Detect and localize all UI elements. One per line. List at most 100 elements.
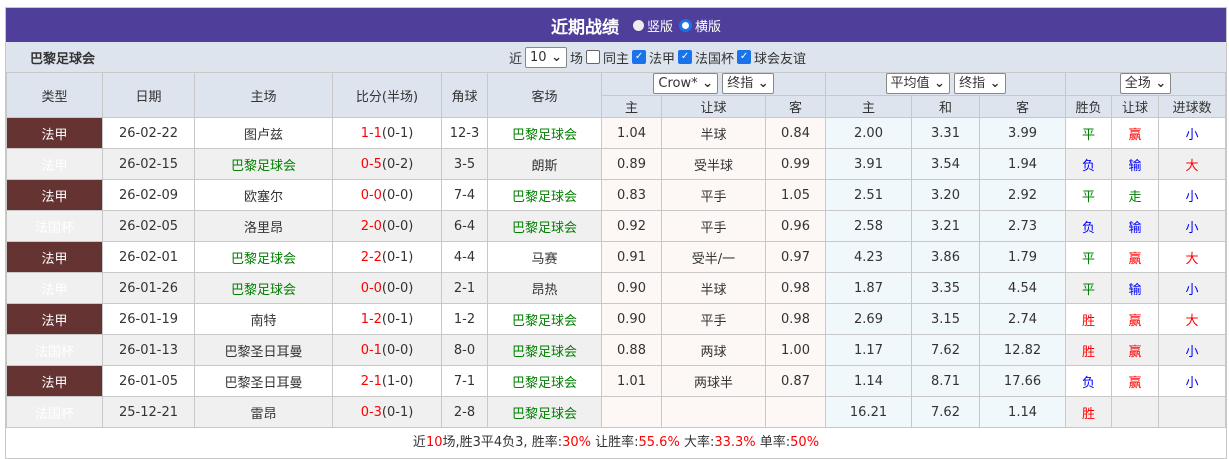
corners: 2-1 [441, 272, 488, 304]
ah-away-odds: 1.05 [764, 179, 827, 211]
horizontal-view-label[interactable]: 横版 [695, 19, 722, 35]
corners: 12-3 [441, 117, 488, 149]
col-ah-result: 让球 [1111, 94, 1160, 118]
full-time-score: 0-0 [360, 280, 382, 296]
eu-draw-odds: 8.71 [911, 365, 981, 397]
eu-away-odds: 12.82 [979, 334, 1067, 366]
goals-result: 大 [1158, 241, 1226, 273]
goals-result: 小 [1158, 365, 1226, 397]
match-row: 法甲 26-01-26 巴黎足球会 0-0(0-0) 2-1 昂热 0.90 半球 0.98 1.… [6, 272, 1226, 304]
eu-draw-odds: 3.31 [911, 117, 981, 149]
goals-result: 小 [1158, 179, 1226, 211]
ah-home-odds [601, 396, 662, 428]
average-select[interactable]: 平均值 [885, 73, 950, 95]
col-score: 比分(半场) [332, 72, 442, 118]
vertical-view-label[interactable]: 竖版 [646, 19, 673, 35]
match-date: 26-01-05 [102, 365, 195, 397]
match-type: 法甲 [6, 241, 103, 273]
wdl-result: 胜 [1065, 303, 1113, 335]
col-date: 日期 [102, 72, 195, 118]
full-time-score: 2-0 [360, 218, 382, 234]
match-type: 法甲 [6, 303, 103, 335]
col-eu-away: 客 [979, 94, 1067, 118]
goals-result: 大 [1158, 148, 1226, 180]
ah-away-odds: 0.98 [764, 272, 827, 304]
ah-line [661, 396, 766, 428]
eu-away-odds: 2.73 [979, 210, 1067, 242]
corners: 3-5 [441, 148, 488, 180]
match-date: 25-12-21 [102, 396, 195, 428]
match-row: 法甲 26-02-15 巴黎足球会 0-5(0-2) 3-5 朗斯 0.89 受半球 0.99 3… [6, 148, 1226, 180]
wdl-result: 胜 [1065, 396, 1113, 428]
match-date: 26-02-01 [102, 241, 195, 273]
goals-result: 小 [1158, 117, 1226, 149]
ah-away-odds: 0.98 [764, 303, 827, 335]
ah-line: 平手 [661, 210, 766, 242]
eu-away-odds: 1.94 [979, 148, 1067, 180]
summary-text: 大率: [679, 435, 715, 450]
half-time-score: (0-1) [381, 249, 414, 265]
half-time-score: (0-0) [381, 280, 414, 296]
wdl-result: 负 [1065, 365, 1113, 397]
ah-result: 赢 [1111, 365, 1160, 397]
full-time-score: 0-5 [360, 156, 382, 172]
eu-odds-type-select[interactable]: 终指 [954, 73, 1006, 95]
horizontal-view-radio[interactable] [679, 18, 692, 32]
wdl-result: 负 [1065, 210, 1113, 242]
eu-away-odds: 2.74 [979, 303, 1067, 335]
ah-result [1111, 396, 1160, 428]
home-team: 欧塞尔 [194, 179, 333, 211]
match-date: 26-01-19 [102, 303, 195, 335]
ah-away-odds: 0.97 [764, 241, 827, 273]
eu-home-odds: 2.51 [825, 179, 913, 211]
eu-home-odds: 2.69 [825, 303, 913, 335]
same-home-checkbox[interactable] [586, 50, 600, 64]
ah-line: 两球 [661, 334, 766, 366]
match-row: 法甲 26-01-19 南特 1-2(0-1) 1-2 巴黎足球会 0.90 平手 0.98 2.… [6, 303, 1226, 335]
home-team: 巴黎圣日耳曼 [194, 365, 333, 397]
eu-away-odds: 1.14 [979, 396, 1067, 428]
period-select[interactable]: 全场 [1119, 73, 1172, 95]
home-team: 图卢兹 [194, 117, 333, 149]
away-team: 巴黎足球会 [487, 210, 602, 242]
match-date: 26-02-05 [102, 210, 195, 242]
eu-away-odds: 17.66 [979, 365, 1067, 397]
league-checkbox-coupe[interactable]: ✓ [678, 50, 693, 64]
score: 0-1(0-0) [332, 334, 442, 366]
half-time-score: (0-1) [381, 125, 414, 141]
col-corner: 角球 [441, 72, 488, 118]
company-select[interactable]: Crow* [653, 73, 719, 95]
ah-odds-type-select[interactable]: 终指 [722, 73, 774, 95]
ah-home-odds: 1.01 [601, 365, 662, 397]
match-row: 法甲 26-01-05 巴黎圣日耳曼 2-1(1-0) 7-1 巴黎足球会 1.01 两球半 0… [6, 365, 1226, 397]
col-wdl: 胜负 [1065, 94, 1113, 118]
vertical-view-radio[interactable] [632, 19, 644, 31]
ah-home-odds: 0.92 [601, 210, 662, 242]
match-date: 26-02-22 [102, 117, 195, 149]
eu-home-odds: 1.17 [825, 334, 913, 366]
match-type: 法甲 [6, 148, 103, 180]
half-time-score: (0-0) [381, 342, 414, 358]
ah-line: 平手 [661, 303, 766, 335]
league-checkbox-friendly[interactable]: ✓ [737, 50, 752, 64]
score: 2-0(0-0) [332, 210, 442, 242]
home-team: 巴黎圣日耳曼 [194, 334, 333, 366]
match-count-select[interactable]: 10 [525, 46, 567, 68]
full-time-score: 2-1 [360, 373, 382, 389]
match-row: 法国杯 26-02-05 洛里昂 2-0(0-0) 6-4 巴黎足球会 0.92 平手 0.96… [6, 210, 1226, 242]
col-eu-draw: 和 [911, 94, 981, 118]
full-time-score: 0-0 [360, 187, 382, 203]
home-team: 洛里昂 [194, 210, 333, 242]
league-checkbox-ligue1[interactable]: ✓ [632, 50, 647, 64]
ah-home-odds: 0.88 [601, 334, 662, 366]
score: 0-0(0-0) [332, 179, 442, 211]
full-time-score: 0-3 [360, 404, 382, 420]
match-row: 法甲 26-02-09 欧塞尔 0-0(0-0) 7-4 巴黎足球会 0.83 平手 1.05 2… [6, 179, 1226, 211]
away-team: 巴黎足球会 [487, 365, 602, 397]
half-time-score: (1-0) [381, 373, 414, 389]
match-row: 法国杯 25-12-21 雷昂 0-3(0-1) 2-8 巴黎足球会 16.21 7.62 1.… [6, 396, 1226, 428]
wdl-result: 平 [1065, 272, 1113, 304]
score: 0-5(0-2) [332, 148, 442, 180]
match-date: 26-02-15 [102, 148, 195, 180]
summary-count: 10 [425, 435, 443, 450]
